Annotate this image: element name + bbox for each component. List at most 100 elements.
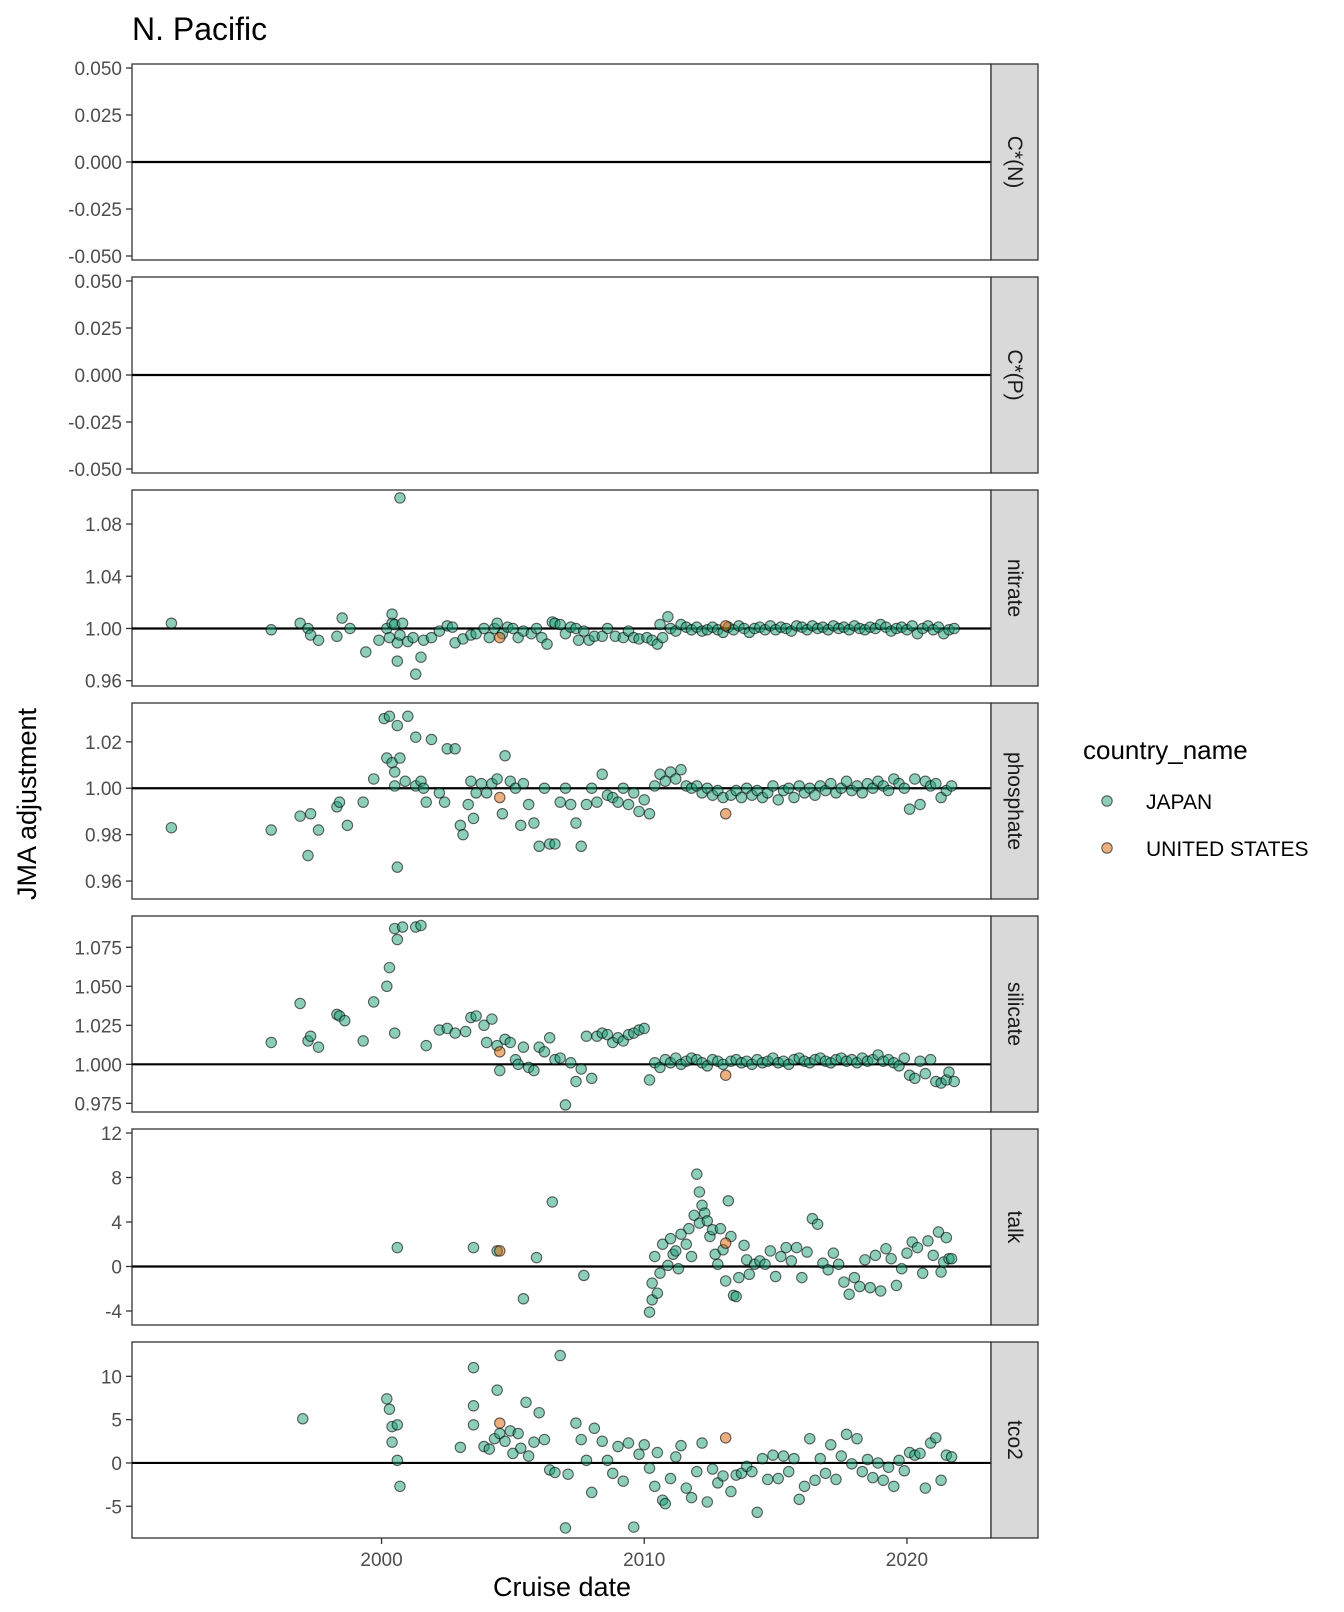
facet-strip	[990, 915, 1039, 1113]
data-point-japan	[759, 1258, 771, 1271]
y-tick-label: 0.96	[85, 672, 122, 693]
data-point-japan	[638, 1439, 650, 1451]
data-point-japan	[622, 1437, 635, 1449]
data-point-japan	[633, 1448, 645, 1461]
data-point-japan	[467, 812, 480, 825]
data-point-japan	[470, 1010, 482, 1022]
data-point-japan	[656, 631, 669, 644]
data-point-japan	[867, 1471, 879, 1484]
data-point-japan	[822, 1264, 834, 1276]
data-point-japan	[793, 1493, 805, 1506]
data-point-japan	[662, 610, 674, 623]
data-point-japan	[165, 821, 178, 834]
data-point-japan	[840, 775, 853, 788]
data-point-united-states	[719, 620, 732, 632]
data-point-japan	[777, 1450, 790, 1462]
data-point-japan	[651, 1446, 664, 1459]
data-point-japan	[649, 780, 661, 792]
data-point-japan	[874, 1285, 887, 1297]
data-point-japan	[675, 763, 687, 776]
y-tick-label: -0.050	[68, 460, 122, 481]
y-tick-label: 4	[111, 1213, 122, 1234]
facet-panel-c-n-: 0.050 0.025 0.000 -0.025 -0.050 C*(N)	[68, 59, 1039, 268]
data-point-japan	[882, 784, 895, 797]
data-point-japan	[388, 780, 401, 792]
data-point-japan	[409, 668, 422, 680]
data-point-japan	[788, 791, 800, 804]
data-point-japan	[838, 1276, 850, 1288]
data-point-japan	[341, 819, 354, 832]
data-point-japan	[909, 1072, 921, 1085]
data-point-japan	[417, 782, 430, 794]
data-point-japan	[819, 1467, 832, 1480]
facet-strip	[990, 489, 1039, 687]
facet-panel-tco2: 10 5 0 -5 tco2	[101, 1341, 1039, 1539]
data-point-japan	[803, 1432, 816, 1445]
data-point-japan	[919, 1067, 932, 1080]
data-point-japan	[932, 1226, 945, 1238]
data-point-japan	[654, 1267, 666, 1279]
data-point-japan	[662, 1259, 674, 1272]
data-point-japan	[780, 1241, 792, 1254]
data-point-japan	[388, 1027, 401, 1039]
data-point-japan	[898, 782, 911, 794]
data-point-japan	[782, 1465, 795, 1478]
data-point-japan	[835, 1450, 848, 1462]
data-point-japan	[491, 1384, 503, 1396]
data-point-japan	[467, 1241, 480, 1254]
data-point-japan	[914, 1447, 926, 1460]
y-tick-label: -0.025	[68, 200, 122, 221]
y-tick-label: 1.050	[74, 977, 122, 998]
data-point-japan	[580, 798, 593, 811]
data-point-japan	[394, 492, 406, 504]
data-point-japan	[357, 796, 369, 808]
y-tick-label: 0.025	[74, 319, 122, 340]
data-point-japan	[788, 1452, 800, 1465]
data-point-japan	[622, 798, 635, 811]
data-point-japan	[591, 796, 603, 808]
data-point-japan	[475, 777, 488, 790]
data-point-japan	[733, 1271, 745, 1284]
data-point-japan	[294, 617, 306, 629]
data-point-japan	[859, 1254, 871, 1266]
y-tick-label: 0.050	[74, 272, 122, 293]
data-point-japan	[415, 919, 427, 932]
panel-frame	[131, 489, 992, 687]
data-point-japan	[659, 1497, 672, 1510]
data-point-japan	[512, 1058, 524, 1071]
data-point-japan	[756, 1452, 769, 1465]
data-point-japan	[383, 1403, 396, 1415]
data-point-japan	[304, 1030, 317, 1042]
data-point-japan	[893, 1060, 905, 1072]
data-point-japan	[333, 796, 346, 808]
data-point-united-states	[719, 1237, 732, 1249]
data-point-japan	[407, 631, 419, 644]
legend-key-united-states	[1101, 842, 1113, 854]
data-point-japan	[796, 1271, 808, 1284]
data-point-japan	[399, 775, 411, 788]
data-point-japan	[751, 1506, 763, 1519]
data-point-japan	[507, 622, 519, 635]
data-point-japan	[336, 612, 348, 624]
data-point-japan	[606, 1467, 619, 1480]
data-point-japan	[672, 1262, 685, 1275]
data-point-japan	[446, 621, 459, 633]
y-tick-label: -4	[105, 1302, 122, 1323]
data-point-japan	[772, 1472, 784, 1485]
data-point-japan	[846, 1458, 858, 1470]
x-tick-label: 2020	[886, 1550, 928, 1571]
legend-label: UNITED STATES	[1146, 838, 1309, 861]
data-point-japan	[761, 1473, 774, 1486]
data-point-japan	[381, 980, 393, 993]
data-point-japan	[296, 1413, 309, 1425]
data-point-japan	[396, 617, 409, 629]
data-point-japan	[882, 1461, 895, 1474]
data-point-japan	[530, 1251, 543, 1264]
data-point-japan	[725, 1485, 737, 1498]
data-point-japan	[888, 1480, 900, 1493]
data-point-japan	[538, 782, 551, 794]
data-point-japan	[701, 1496, 714, 1508]
facet-panel-phosphate: 1.02 1.00 0.98 0.96 phosphate	[85, 702, 1039, 900]
data-point-japan	[811, 1218, 824, 1230]
